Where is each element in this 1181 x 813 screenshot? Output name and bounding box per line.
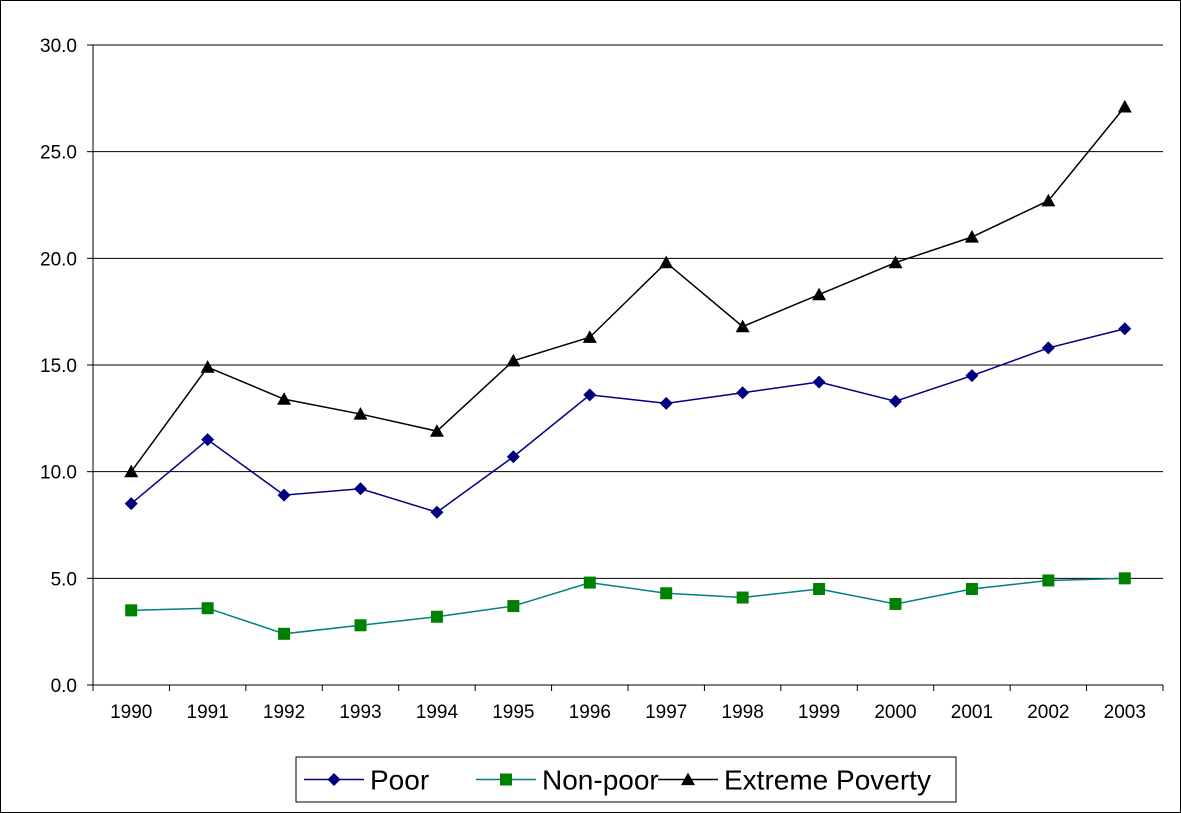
- data-point: [354, 482, 367, 496]
- data-point: [1118, 322, 1132, 336]
- series: [124, 99, 1132, 640]
- data-point: [201, 433, 215, 447]
- data-point: [736, 386, 750, 400]
- series-extreme-poverty: [124, 99, 1132, 478]
- data-point: [430, 610, 443, 623]
- series-poor: [124, 322, 1132, 519]
- x-tick-label: 1996: [569, 702, 611, 723]
- data-point: [583, 576, 596, 589]
- data-point: [124, 464, 139, 478]
- y-axis-ticks: 0.0 5.0 10.0 15.0 20.0 25.0 30.0: [40, 36, 93, 697]
- legend-marker: [681, 772, 695, 786]
- x-tick-label: 1993: [339, 702, 381, 723]
- data-point: [965, 369, 979, 383]
- x-tick-label: 1997: [645, 702, 687, 723]
- series-line-extreme-poverty: [130, 106, 1126, 473]
- data-point: [124, 497, 138, 511]
- x-tick-label: 2000: [874, 702, 916, 723]
- legend-label: Extreme Poverty: [724, 765, 931, 796]
- x-tick-label: 1994: [416, 702, 459, 723]
- data-point: [583, 388, 597, 402]
- x-tick-label: 2002: [1027, 702, 1069, 723]
- data-point: [278, 627, 291, 640]
- x-tick-label: 1991: [187, 702, 229, 723]
- data-point: [277, 392, 292, 405]
- data-point: [125, 604, 138, 617]
- data-point: [889, 597, 902, 610]
- data-point: [660, 587, 673, 600]
- data-point: [354, 619, 367, 632]
- y-tick-label: 15.0: [40, 356, 77, 377]
- series-line-poor: [130, 328, 1125, 514]
- data-point: [812, 375, 826, 389]
- x-tick-label: 1998: [722, 702, 764, 723]
- legend-marker: [500, 773, 512, 786]
- data-point: [277, 488, 291, 502]
- legend-entry-non-poor: Non-poor: [476, 765, 659, 796]
- x-tick-label: 2001: [951, 702, 993, 723]
- data-point: [1042, 574, 1055, 587]
- legend-label: Non-poor: [542, 765, 659, 796]
- data-point: [507, 600, 520, 613]
- y-tick-label: 20.0: [40, 249, 77, 270]
- data-point: [659, 255, 674, 269]
- y-tick-label: 25.0: [40, 143, 77, 164]
- gridlines: [93, 44, 1163, 579]
- data-point: [964, 230, 979, 243]
- legend-marker: [327, 773, 341, 786]
- y-tick-label: 5.0: [51, 569, 77, 590]
- legend-box: [295, 756, 957, 803]
- x-tick-label: 1999: [798, 702, 840, 723]
- data-point: [1041, 341, 1055, 355]
- x-axis-ticks: 1990 1991 1992 1993 1994 1995 1996 1997 1998 1999…: [92, 685, 1164, 723]
- data-point: [200, 360, 215, 373]
- data-point: [506, 450, 520, 464]
- x-tick-label: 1995: [492, 702, 534, 723]
- data-point: [582, 330, 597, 343]
- data-point: [889, 394, 902, 408]
- data-point: [735, 319, 750, 333]
- x-tick-label: 1990: [110, 702, 152, 723]
- data-point: [813, 583, 826, 595]
- series-non-poor: [125, 572, 1131, 640]
- data-point: [736, 591, 749, 604]
- y-tick-label: 0.0: [51, 676, 77, 697]
- data-point: [429, 424, 444, 437]
- legend-label: Poor: [370, 765, 429, 796]
- data-point: [353, 407, 368, 420]
- legend-entry-poor: Poor: [304, 765, 429, 796]
- x-tick-label: 1992: [263, 702, 305, 723]
- data-point: [1117, 99, 1132, 113]
- data-point: [201, 602, 214, 615]
- data-point: [812, 287, 827, 301]
- data-point: [430, 505, 444, 519]
- legend-entry-extreme-poverty: Extreme Poverty: [658, 765, 931, 796]
- series-line-non-poor: [131, 577, 1125, 635]
- data-point: [659, 396, 673, 410]
- y-tick-label: 30.0: [40, 36, 77, 57]
- legend: Poor Non-poor Extreme Poverty: [295, 756, 957, 803]
- data-point: [888, 255, 903, 269]
- y-tick-label: 10.0: [40, 463, 77, 484]
- data-point: [965, 583, 978, 595]
- x-tick-label: 2003: [1104, 702, 1146, 723]
- data-point: [1041, 193, 1056, 207]
- data-point: [1118, 572, 1131, 585]
- data-point: [506, 353, 521, 367]
